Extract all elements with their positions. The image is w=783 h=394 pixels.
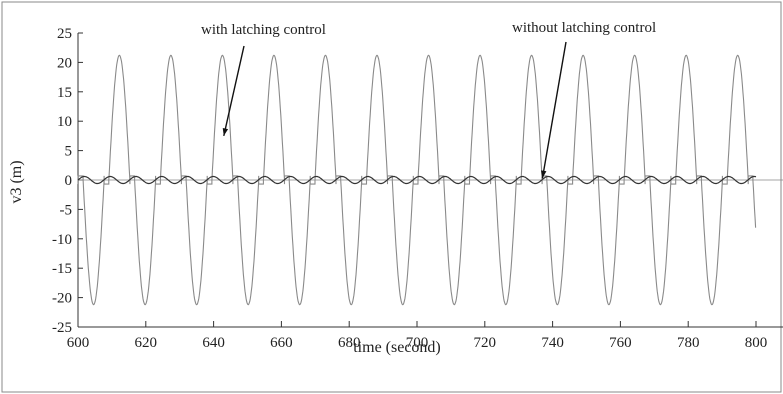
x-tick-label: 760 <box>609 335 632 351</box>
axes: 600 620 640 660 680 700 720 740 760 780 800 25 20 15 1… <box>52 26 783 351</box>
series-with-latching <box>77 54 757 306</box>
annotation-label: without latching control <box>512 20 656 36</box>
y-tick-label: -20 <box>52 291 72 307</box>
y-tick-label: 25 <box>57 26 72 42</box>
y-tick-label: -10 <box>52 232 72 248</box>
x-tick-label: 780 <box>677 335 700 351</box>
y-tick-label: -15 <box>52 261 72 277</box>
x-tick-label: 740 <box>541 335 564 351</box>
annotation-arrowhead <box>541 170 547 179</box>
y-tick-label: 10 <box>57 114 72 130</box>
y-tick-label: 5 <box>65 144 73 160</box>
series-layer <box>77 54 757 306</box>
y-tick-label: 15 <box>57 85 72 101</box>
annotation-arrowhead <box>222 127 229 136</box>
annotations: with latching control without latching co… <box>201 20 656 179</box>
x-tick-label: 640 <box>202 335 225 351</box>
y-tick-label: -25 <box>52 320 72 336</box>
x-axis-label: time (second) <box>353 339 441 356</box>
x-tick-label: 600 <box>67 335 90 351</box>
annotation-label: with latching control <box>201 22 326 38</box>
y-tick-label: -5 <box>60 202 73 218</box>
x-tick-label: 720 <box>474 335 497 351</box>
x-tick-label: 700 <box>406 335 429 351</box>
x-tick-label: 620 <box>135 335 158 351</box>
x-tick-label: 800 <box>745 335 768 351</box>
x-tick-label: 660 <box>270 335 293 351</box>
annotation-arrow <box>223 45 245 137</box>
y-tick-label: 0 <box>65 173 73 189</box>
series-without-latching <box>77 175 757 185</box>
x-tick-label: 680 <box>338 335 361 351</box>
y-axis-label: v3 (m) <box>8 160 25 203</box>
y-tick-label: 20 <box>57 55 72 71</box>
annotation-arrow <box>541 41 567 179</box>
